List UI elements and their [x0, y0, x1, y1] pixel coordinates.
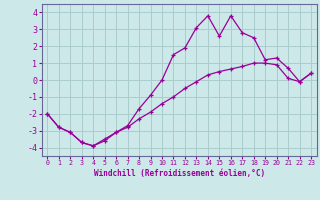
X-axis label: Windchill (Refroidissement éolien,°C): Windchill (Refroidissement éolien,°C) — [94, 169, 265, 178]
